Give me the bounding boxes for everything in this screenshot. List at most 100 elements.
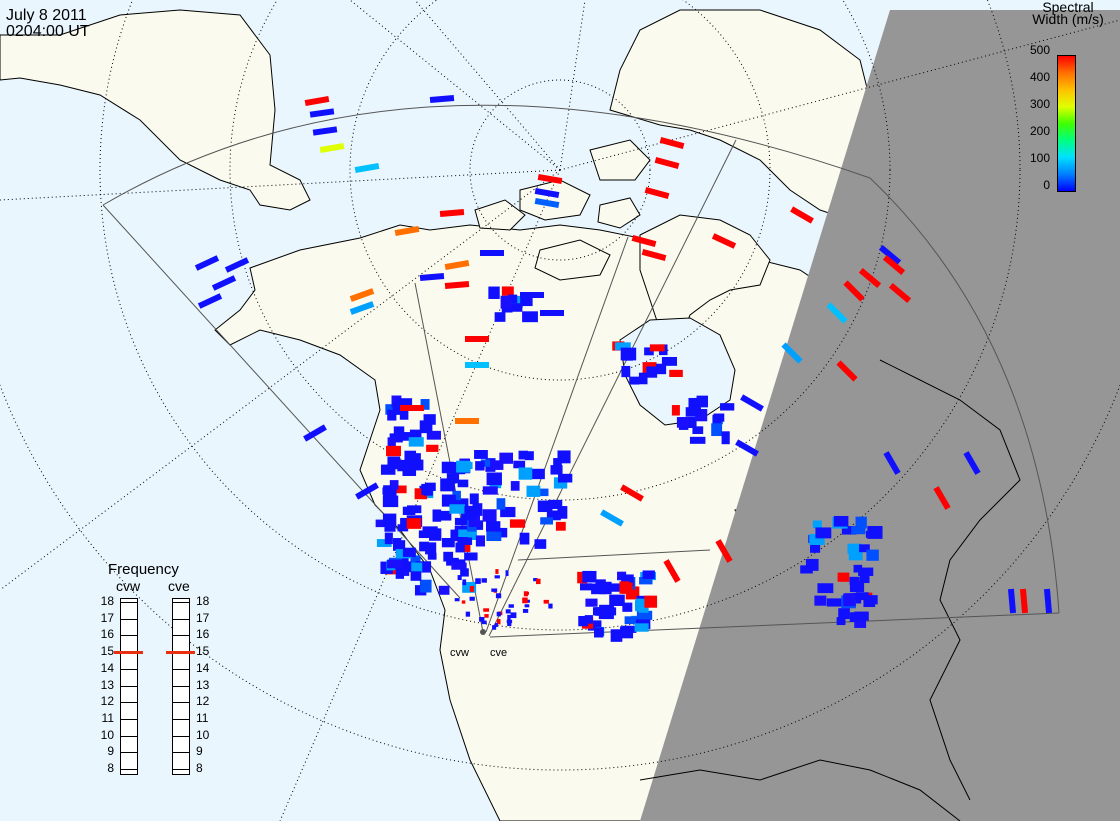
echo-cell	[402, 547, 416, 557]
time-label: 0204:00 UT	[6, 23, 90, 40]
echo-cell	[558, 473, 573, 483]
echo-cell	[488, 286, 500, 299]
echo-cell	[423, 485, 433, 496]
echo-cell	[591, 583, 607, 595]
echo-cell	[809, 533, 825, 545]
echo-cell	[546, 510, 561, 521]
echo-cell	[878, 244, 902, 266]
echo-cell	[464, 505, 475, 516]
echo-cell	[715, 539, 733, 563]
echo-cell	[490, 460, 504, 470]
echo-cell	[854, 611, 869, 621]
legend-tick-label: 400	[1029, 70, 1050, 84]
echo-cell	[537, 173, 563, 185]
echo-cell	[494, 312, 506, 322]
backscatter-echoes	[194, 94, 1053, 642]
echo-cell	[410, 555, 421, 569]
echo-cell	[426, 444, 439, 452]
echo-cell	[692, 426, 704, 435]
frequency-tick	[120, 618, 137, 620]
echo-cell	[500, 506, 516, 518]
echo-cell	[610, 629, 623, 642]
echo-cell	[486, 521, 501, 532]
echo-cell	[631, 234, 657, 248]
echo-cell	[465, 362, 489, 368]
echo-cell	[817, 583, 834, 594]
echo-cell	[609, 594, 625, 607]
frequency-scale-label: 18	[100, 594, 114, 608]
frequency-tick	[120, 702, 137, 704]
echo-cell	[384, 524, 396, 532]
frequency-tick	[172, 702, 189, 704]
echo-cell	[375, 519, 388, 528]
frequency-radar-label-cvw: cvw	[116, 578, 141, 594]
echo-cell	[432, 509, 442, 522]
frequency-tick	[172, 769, 189, 770]
echo-cell	[397, 459, 406, 472]
echo-cell	[661, 357, 670, 366]
echo-cell	[659, 136, 685, 150]
echo-cell	[380, 464, 396, 475]
echo-cell	[382, 513, 397, 527]
echo-cell	[438, 585, 450, 595]
echo-cell	[587, 620, 602, 631]
island-2	[589, 139, 651, 181]
echo-cell	[494, 622, 498, 627]
echo-cell	[531, 468, 545, 480]
echo-cell	[500, 295, 512, 309]
echo-cell	[312, 126, 338, 136]
frequency-scale-label: 13	[100, 677, 114, 692]
legend-title-line1: Spectral	[1042, 0, 1094, 15]
echo-cell	[400, 405, 424, 411]
frequency-tick	[172, 668, 189, 670]
echo-cell	[480, 250, 504, 256]
echo-cell	[634, 623, 649, 632]
frequency-tick	[120, 718, 137, 720]
echo-cell	[303, 424, 327, 442]
echo-cell	[465, 611, 471, 617]
echo-cell	[462, 581, 477, 593]
echo-cell	[1043, 588, 1053, 614]
echo-cell	[508, 604, 514, 608]
echo-cell	[522, 609, 529, 613]
legend-tick-label: 200	[1029, 124, 1050, 138]
echo-cell	[474, 450, 488, 459]
date-label: July 8 2011	[6, 7, 87, 24]
frequency-tick	[172, 602, 189, 603]
echo-cell	[461, 600, 466, 604]
echo-cell	[853, 564, 863, 573]
echo-cell	[319, 142, 345, 154]
echo-cell	[483, 608, 490, 612]
echo-cell	[639, 577, 653, 585]
echo-cell	[604, 607, 617, 616]
echo-cell	[457, 537, 473, 545]
frequency-tick	[120, 752, 137, 754]
echo-cell	[455, 418, 479, 424]
echo-cell	[454, 517, 465, 526]
radar-field-of-view	[102, 104, 1060, 638]
echo-cell	[419, 420, 433, 434]
echo-cell	[1007, 588, 1017, 614]
echo-cell	[443, 551, 454, 562]
gulf-coastline	[639, 759, 961, 821]
echo-cell	[386, 445, 401, 457]
echo-cell	[536, 578, 541, 585]
echo-cell	[405, 453, 421, 466]
echo-cell	[642, 570, 655, 579]
echo-cell	[882, 254, 906, 276]
echo-cell	[676, 417, 689, 428]
echo-cell	[394, 225, 420, 237]
frequency-tick	[120, 668, 137, 670]
echo-cell	[838, 608, 850, 620]
echo-cell	[855, 516, 867, 529]
echo-cell	[194, 255, 220, 271]
frequency-scale-label: 17	[100, 610, 114, 625]
echo-cell	[883, 451, 901, 475]
echo-cell	[540, 310, 564, 316]
frequency-tick	[120, 735, 137, 737]
echo-cell	[389, 480, 399, 490]
echo-cell	[479, 616, 485, 622]
echo-cell	[395, 571, 404, 579]
echo-cell	[511, 303, 523, 312]
